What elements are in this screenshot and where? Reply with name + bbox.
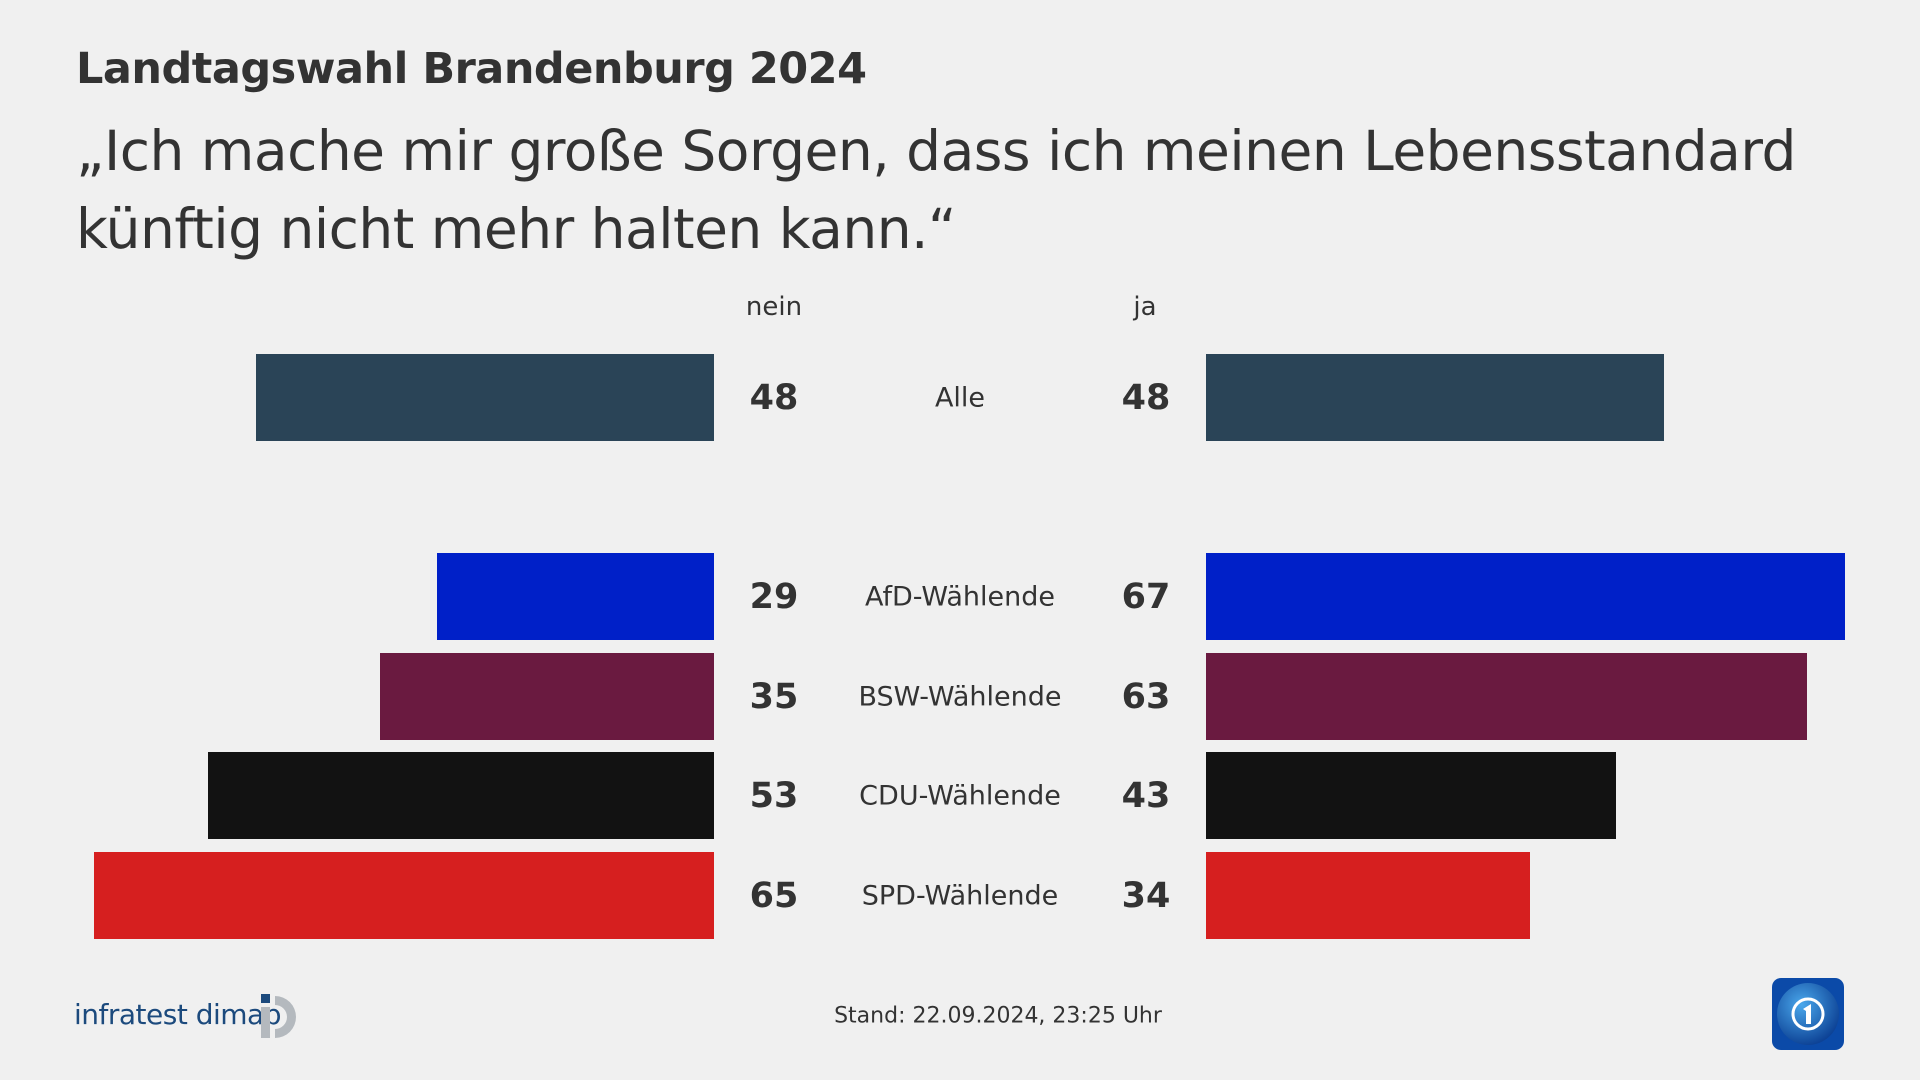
infratest-dimap-logo: infratest dimap xyxy=(74,998,281,1031)
category-label-afd-w-hlende: AfD-Wählende xyxy=(864,581,1056,612)
chart-subtitle: „Ich mache mir große Sorgen, dass ich me… xyxy=(76,119,1796,261)
value-label-nein-cdu-w-hlende: 53 xyxy=(749,775,799,816)
value-label-nein-alle: 48 xyxy=(749,377,799,418)
category-label-bsw-w-hlende: BSW-Wählende xyxy=(858,681,1062,712)
infratest-dimap-logo-icon xyxy=(261,994,296,1038)
category-label-spd-w-hlende: SPD-Wählende xyxy=(861,880,1059,911)
bar-nein-bsw-w-hlende xyxy=(380,653,714,740)
bar-ja-bsw-w-hlende xyxy=(1206,653,1808,740)
bar-ja-spd-w-hlende xyxy=(1206,852,1531,939)
timestamp: Stand: 22.09.2024, 23:25 Uhr xyxy=(834,1003,1162,1029)
value-label-ja-bsw-w-hlende: 63 xyxy=(1121,676,1171,717)
value-label-ja-afd-w-hlende: 67 xyxy=(1121,576,1171,617)
bar-ja-cdu-w-hlende xyxy=(1206,752,1617,839)
chart-title: Landtagswahl Brandenburg 2024 xyxy=(76,44,867,94)
bar-nein-alle xyxy=(256,354,714,441)
category-label-alle: Alle xyxy=(934,382,986,413)
column-header-ja: ja xyxy=(1133,292,1157,322)
value-label-ja-spd-w-hlende: 34 xyxy=(1121,875,1171,916)
bar-nein-afd-w-hlende xyxy=(437,553,714,640)
value-label-nein-afd-w-hlende: 29 xyxy=(749,576,799,617)
value-label-ja-alle: 48 xyxy=(1121,377,1171,418)
value-label-ja-cdu-w-hlende: 43 xyxy=(1121,775,1171,816)
bar-nein-spd-w-hlende xyxy=(93,852,714,939)
bar-ja-afd-w-hlende xyxy=(1206,553,1846,640)
value-label-nein-spd-w-hlende: 65 xyxy=(749,875,799,916)
tagesschau-icon xyxy=(1772,978,1844,1050)
bar-ja-alle xyxy=(1206,354,1664,441)
column-header-nein: nein xyxy=(745,292,803,322)
bar-nein-cdu-w-hlende xyxy=(208,752,714,839)
value-label-nein-bsw-w-hlende: 35 xyxy=(749,676,799,717)
category-label-cdu-w-hlende: CDU-Wählende xyxy=(859,780,1061,811)
